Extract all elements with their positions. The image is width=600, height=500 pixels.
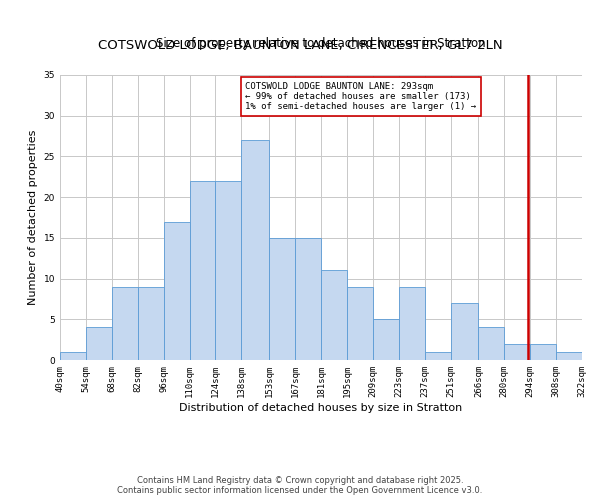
Bar (86, 328, 112, 360)
Bar (373, 320, 399, 360)
Bar (112, 286, 138, 360)
Text: Contains HM Land Registry data © Crown copyright and database right 2025.
Contai: Contains HM Land Registry data © Crown c… (118, 476, 482, 495)
Text: COTSWOLD LODGE BAUNTON LANE: 293sqm
← 99% of detached houses are smaller (173)
1: COTSWOLD LODGE BAUNTON LANE: 293sqm ← 99… (245, 82, 476, 112)
Bar (60, 352, 86, 360)
Bar (451, 303, 478, 360)
Bar (190, 181, 215, 360)
Bar (530, 344, 556, 360)
Bar (321, 270, 347, 360)
Bar (215, 181, 241, 360)
Bar (478, 328, 504, 360)
Bar (504, 344, 530, 360)
X-axis label: Distribution of detached houses by size in Stratton: Distribution of detached houses by size … (179, 402, 463, 412)
Bar (295, 238, 321, 360)
Bar (138, 286, 164, 360)
Bar (269, 238, 295, 360)
Bar (399, 286, 425, 360)
Bar (164, 222, 190, 360)
Bar (425, 352, 451, 360)
Y-axis label: Number of detached properties: Number of detached properties (28, 130, 38, 305)
Bar (241, 140, 269, 360)
Bar (347, 286, 373, 360)
Bar (556, 352, 582, 360)
Text: COTSWOLD LODGE, BAUNTON LANE, CIRENCESTER, GL7 2LN: COTSWOLD LODGE, BAUNTON LANE, CIRENCESTE… (98, 40, 502, 52)
Title: Size of property relative to detached houses in Stratton: Size of property relative to detached ho… (156, 37, 486, 50)
